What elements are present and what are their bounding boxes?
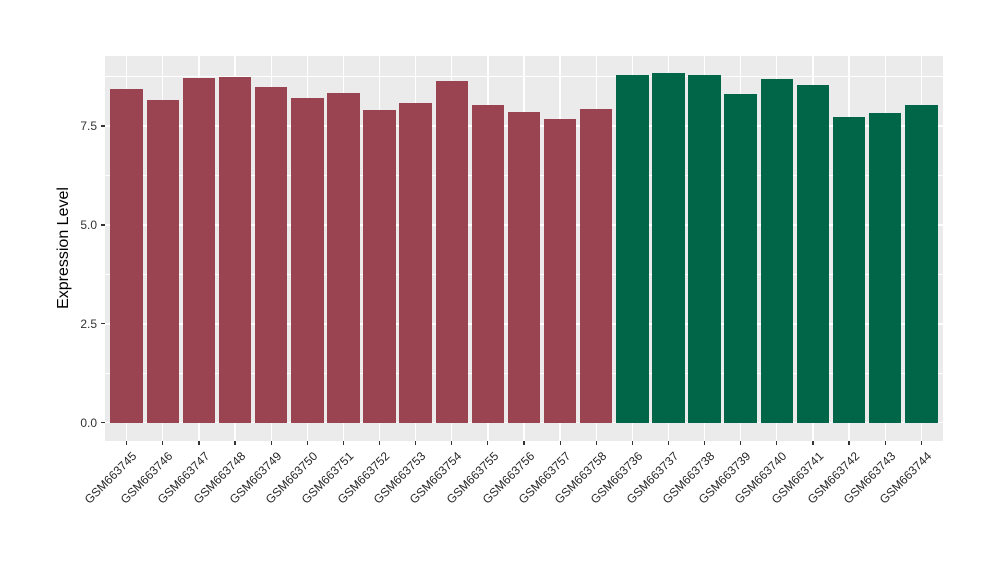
bar-GSM663736 <box>616 74 649 423</box>
bar-GSM663743 <box>868 113 902 423</box>
bar-GSM663757 <box>543 119 577 423</box>
x-tick-mark <box>559 441 561 445</box>
x-tick-mark <box>595 441 597 445</box>
x-tick-mark <box>378 441 381 445</box>
bar-GSM663742 <box>832 116 866 423</box>
bar-GSM663748 <box>218 76 252 423</box>
x-tick-mark <box>198 441 200 445</box>
x-tick-mark <box>884 441 886 445</box>
bar-GSM663739 <box>724 94 757 423</box>
x-tick-mark <box>523 441 525 445</box>
y-tick-mark <box>101 422 105 424</box>
x-tick-mark <box>415 441 417 445</box>
bar-GSM663737 <box>652 73 685 423</box>
bar-GSM663746 <box>146 100 180 423</box>
y-tick-label: 5.0 <box>80 217 97 232</box>
bar-GSM663752 <box>363 110 396 423</box>
x-tick-mark <box>848 441 850 445</box>
bar-GSM663749 <box>254 86 288 423</box>
x-tick-mark <box>920 441 922 445</box>
x-tick-mark <box>667 441 670 445</box>
bar-GSM663747 <box>182 78 216 423</box>
x-tick-mark <box>776 441 778 445</box>
x-tick-mark <box>234 441 236 445</box>
x-tick-mark <box>270 441 272 445</box>
bar-GSM663751 <box>327 92 360 423</box>
bar-GSM663754 <box>435 80 468 423</box>
y-tick-mark <box>101 323 105 325</box>
y-tick-label: 2.5 <box>80 316 97 331</box>
bar-GSM663758 <box>579 109 613 423</box>
bar-GSM663755 <box>471 105 505 423</box>
bar-GSM663744 <box>905 104 938 423</box>
x-tick-mark <box>306 441 308 445</box>
bar-GSM663741 <box>796 84 830 423</box>
x-tick-mark <box>487 441 489 445</box>
x-tick-mark <box>812 441 814 445</box>
x-tick-mark <box>342 441 344 445</box>
y-tick-mark <box>101 224 105 226</box>
y-tick-label: 0.0 <box>80 415 97 430</box>
plot-panel <box>105 56 943 441</box>
bar-GSM663738 <box>688 74 721 423</box>
y-axis-title: Expression Level <box>55 187 72 309</box>
bar-GSM663756 <box>507 112 541 423</box>
x-tick-mark <box>704 441 706 445</box>
x-tick-mark <box>162 441 164 445</box>
y-tick-label: 7.5 <box>80 119 97 134</box>
bar-GSM663750 <box>291 97 324 423</box>
x-tick-mark <box>451 441 453 445</box>
bar-GSM663740 <box>760 79 794 423</box>
bar-GSM663745 <box>110 89 143 423</box>
x-tick-mark <box>740 441 742 445</box>
x-tick-mark <box>126 441 128 445</box>
y-tick-mark <box>101 125 105 127</box>
bar-GSM663753 <box>399 103 432 423</box>
x-tick-mark <box>631 441 633 445</box>
